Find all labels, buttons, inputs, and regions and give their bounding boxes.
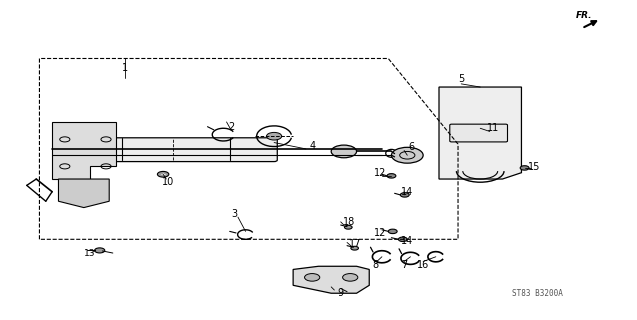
Polygon shape [59,179,109,208]
Text: ST83 B3200A: ST83 B3200A [512,289,562,298]
Text: 3: 3 [232,209,238,219]
Text: 14: 14 [401,236,413,246]
FancyBboxPatch shape [81,138,277,162]
Text: 10: 10 [162,177,175,187]
Polygon shape [52,122,115,179]
Text: FR.: FR. [575,12,592,20]
Text: 2: 2 [228,122,234,132]
Text: 1: 1 [122,63,128,73]
Text: 6: 6 [409,142,415,152]
Text: 17: 17 [349,239,361,249]
Circle shape [331,145,357,158]
Text: 15: 15 [528,162,540,172]
Circle shape [266,132,282,140]
Circle shape [520,166,529,170]
Text: 14: 14 [401,187,413,197]
Circle shape [400,193,409,197]
Polygon shape [293,266,369,293]
Text: 12: 12 [374,168,386,178]
Circle shape [95,248,104,253]
Circle shape [157,172,169,177]
Circle shape [343,274,358,281]
Text: 13: 13 [85,249,96,258]
Text: 9: 9 [338,288,344,298]
Text: 11: 11 [487,123,499,133]
Circle shape [351,246,359,250]
Circle shape [304,274,320,281]
FancyBboxPatch shape [450,124,508,142]
Polygon shape [439,87,522,179]
Circle shape [387,174,396,178]
Text: 4: 4 [309,141,315,151]
Text: 16: 16 [417,260,429,270]
Circle shape [389,229,397,234]
Text: 7: 7 [401,260,407,270]
Text: 5: 5 [458,74,464,84]
Circle shape [345,225,352,229]
Circle shape [391,147,423,163]
Circle shape [398,237,407,242]
Text: 18: 18 [343,217,355,227]
Text: 12: 12 [374,228,386,238]
Text: 8: 8 [373,260,378,270]
